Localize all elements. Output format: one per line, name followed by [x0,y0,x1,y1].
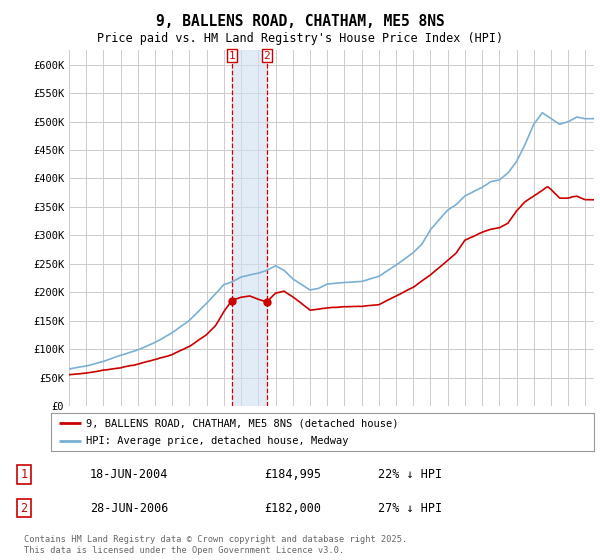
Bar [232,50,267,406]
Text: 9, BALLENS ROAD, CHATHAM, ME5 8NS: 9, BALLENS ROAD, CHATHAM, ME5 8NS [155,14,445,29]
Text: 9, BALLENS ROAD, CHATHAM, ME5 8NS (detached house): 9, BALLENS ROAD, CHATHAM, ME5 8NS (detac… [86,418,399,428]
Text: Contains HM Land Registry data © Crown copyright and database right 2025.
This d: Contains HM Land Registry data © Crown c… [24,535,407,555]
Text: 28-JUN-2006: 28-JUN-2006 [90,502,169,515]
Text: HPI: Average price, detached house, Medway: HPI: Average price, detached house, Medw… [86,436,349,446]
Text: 22% ↓ HPI: 22% ↓ HPI [378,468,442,481]
Text: 1: 1 [229,51,235,60]
Text: Price paid vs. HM Land Registry's House Price Index (HPI): Price paid vs. HM Land Registry's House … [97,32,503,45]
Text: 2: 2 [20,502,28,515]
Text: £182,000: £182,000 [264,502,321,515]
Text: 1: 1 [20,468,28,481]
Text: £184,995: £184,995 [264,468,321,481]
Text: 2: 2 [263,51,270,60]
Text: 18-JUN-2004: 18-JUN-2004 [90,468,169,481]
Text: 27% ↓ HPI: 27% ↓ HPI [378,502,442,515]
